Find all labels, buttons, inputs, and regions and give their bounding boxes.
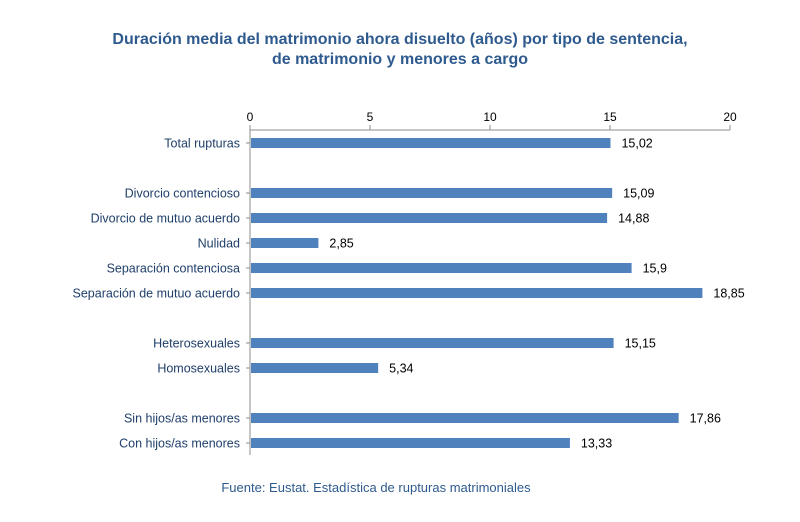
- category-label: Heterosexuales: [153, 337, 240, 351]
- bar: [251, 363, 379, 373]
- x-tick-label: 20: [723, 110, 737, 124]
- category-label: Homosexuales: [157, 362, 240, 376]
- x-axis: 0 5 10 15 20: [246, 110, 737, 455]
- category-label: Con hijos/as menores: [119, 437, 240, 451]
- source-note: Fuente: Eustat. Estadística de rupturas …: [221, 480, 531, 495]
- data-label: 15,9: [643, 262, 667, 276]
- x-tick-label: 0: [247, 110, 254, 124]
- category-label: Separación de mutuo acuerdo: [73, 287, 241, 301]
- category-label: Divorcio de mutuo acuerdo: [91, 212, 240, 226]
- chart-title-line-2: de matrimonio y menores a cargo: [271, 51, 529, 68]
- category-label: Nulidad: [198, 237, 240, 251]
- x-tick-label: 10: [483, 110, 497, 124]
- bar: [251, 413, 679, 423]
- bar: [251, 188, 613, 198]
- data-label: 17,86: [690, 412, 721, 426]
- category-label: Sin hijos/as menores: [124, 412, 240, 426]
- value-labels: 15,02 15,09 14,88 2,85 15,9 18,85 15,15 5,34 17,…: [329, 137, 744, 451]
- category-label: Total rupturas: [164, 137, 240, 151]
- data-label: 13,33: [581, 437, 612, 451]
- bar: [251, 288, 703, 298]
- bar: [251, 263, 632, 273]
- category-label: Separación contenciosa: [107, 262, 240, 276]
- data-label: 15,15: [625, 337, 656, 351]
- category-label: Divorcio contencioso: [125, 187, 240, 201]
- x-tick-label: 15: [603, 110, 617, 124]
- data-label: 2,85: [329, 237, 353, 251]
- chart-title: Duración media del matrimonio ahora disu…: [0, 30, 800, 70]
- data-label: 5,34: [389, 362, 413, 376]
- data-label: 14,88: [618, 212, 649, 226]
- bars: [251, 138, 703, 448]
- bar: [251, 338, 614, 348]
- bar: [251, 213, 608, 223]
- data-label: 18,85: [713, 287, 744, 301]
- bar: [251, 238, 319, 248]
- data-label: 15,09: [623, 187, 654, 201]
- data-label: 15,02: [621, 137, 652, 151]
- x-tick-label: 5: [367, 110, 374, 124]
- bar: [251, 138, 611, 148]
- bar: [251, 438, 570, 448]
- chart-title-line-1: Duración media del matrimonio ahora disu…: [112, 31, 688, 48]
- category-labels: Total rupturas Divorcio contencioso Divorc…: [73, 137, 241, 451]
